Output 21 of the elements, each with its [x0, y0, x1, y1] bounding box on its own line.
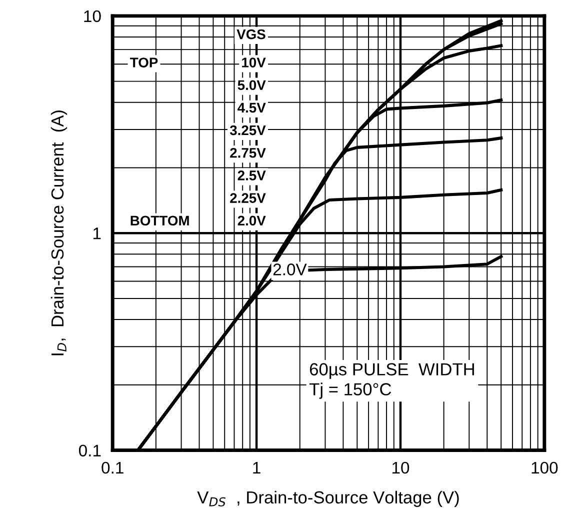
annotation: TOP — [130, 58, 158, 68]
annotation: 2.25V — [230, 193, 266, 203]
annotation: 60µs PULSE WIDTH Tj = 150°C — [309, 363, 474, 399]
annotation: BOTTOM — [130, 216, 189, 226]
y-tick-label: 1 — [93, 228, 101, 240]
x-tick-label: 100 — [532, 462, 558, 474]
annotation: 2.5V — [238, 170, 266, 180]
annotation: 2.0V — [238, 216, 266, 226]
annotation: 2.75V — [230, 148, 266, 158]
x-tick-label: 10 — [392, 462, 410, 474]
annotation: 5.0V — [238, 80, 266, 90]
y-axis-title: I$_{D}$, Drain-to-Source Current (A) — [50, 110, 68, 356]
annotation: 10V — [242, 58, 266, 68]
x-tick-label: 1 — [253, 462, 260, 474]
annotation: 3.25V — [230, 125, 266, 136]
annotation: VGS — [236, 29, 266, 40]
x-axis-title: V$_{DS}$ , Drain-to-Source Voltage (V) — [197, 490, 459, 508]
annotation: 4.5V — [238, 102, 266, 113]
x-tick-label: 0.1 — [102, 462, 124, 474]
y-tick-label: 10 — [84, 10, 101, 22]
y-tick-label: 0.1 — [78, 444, 101, 456]
